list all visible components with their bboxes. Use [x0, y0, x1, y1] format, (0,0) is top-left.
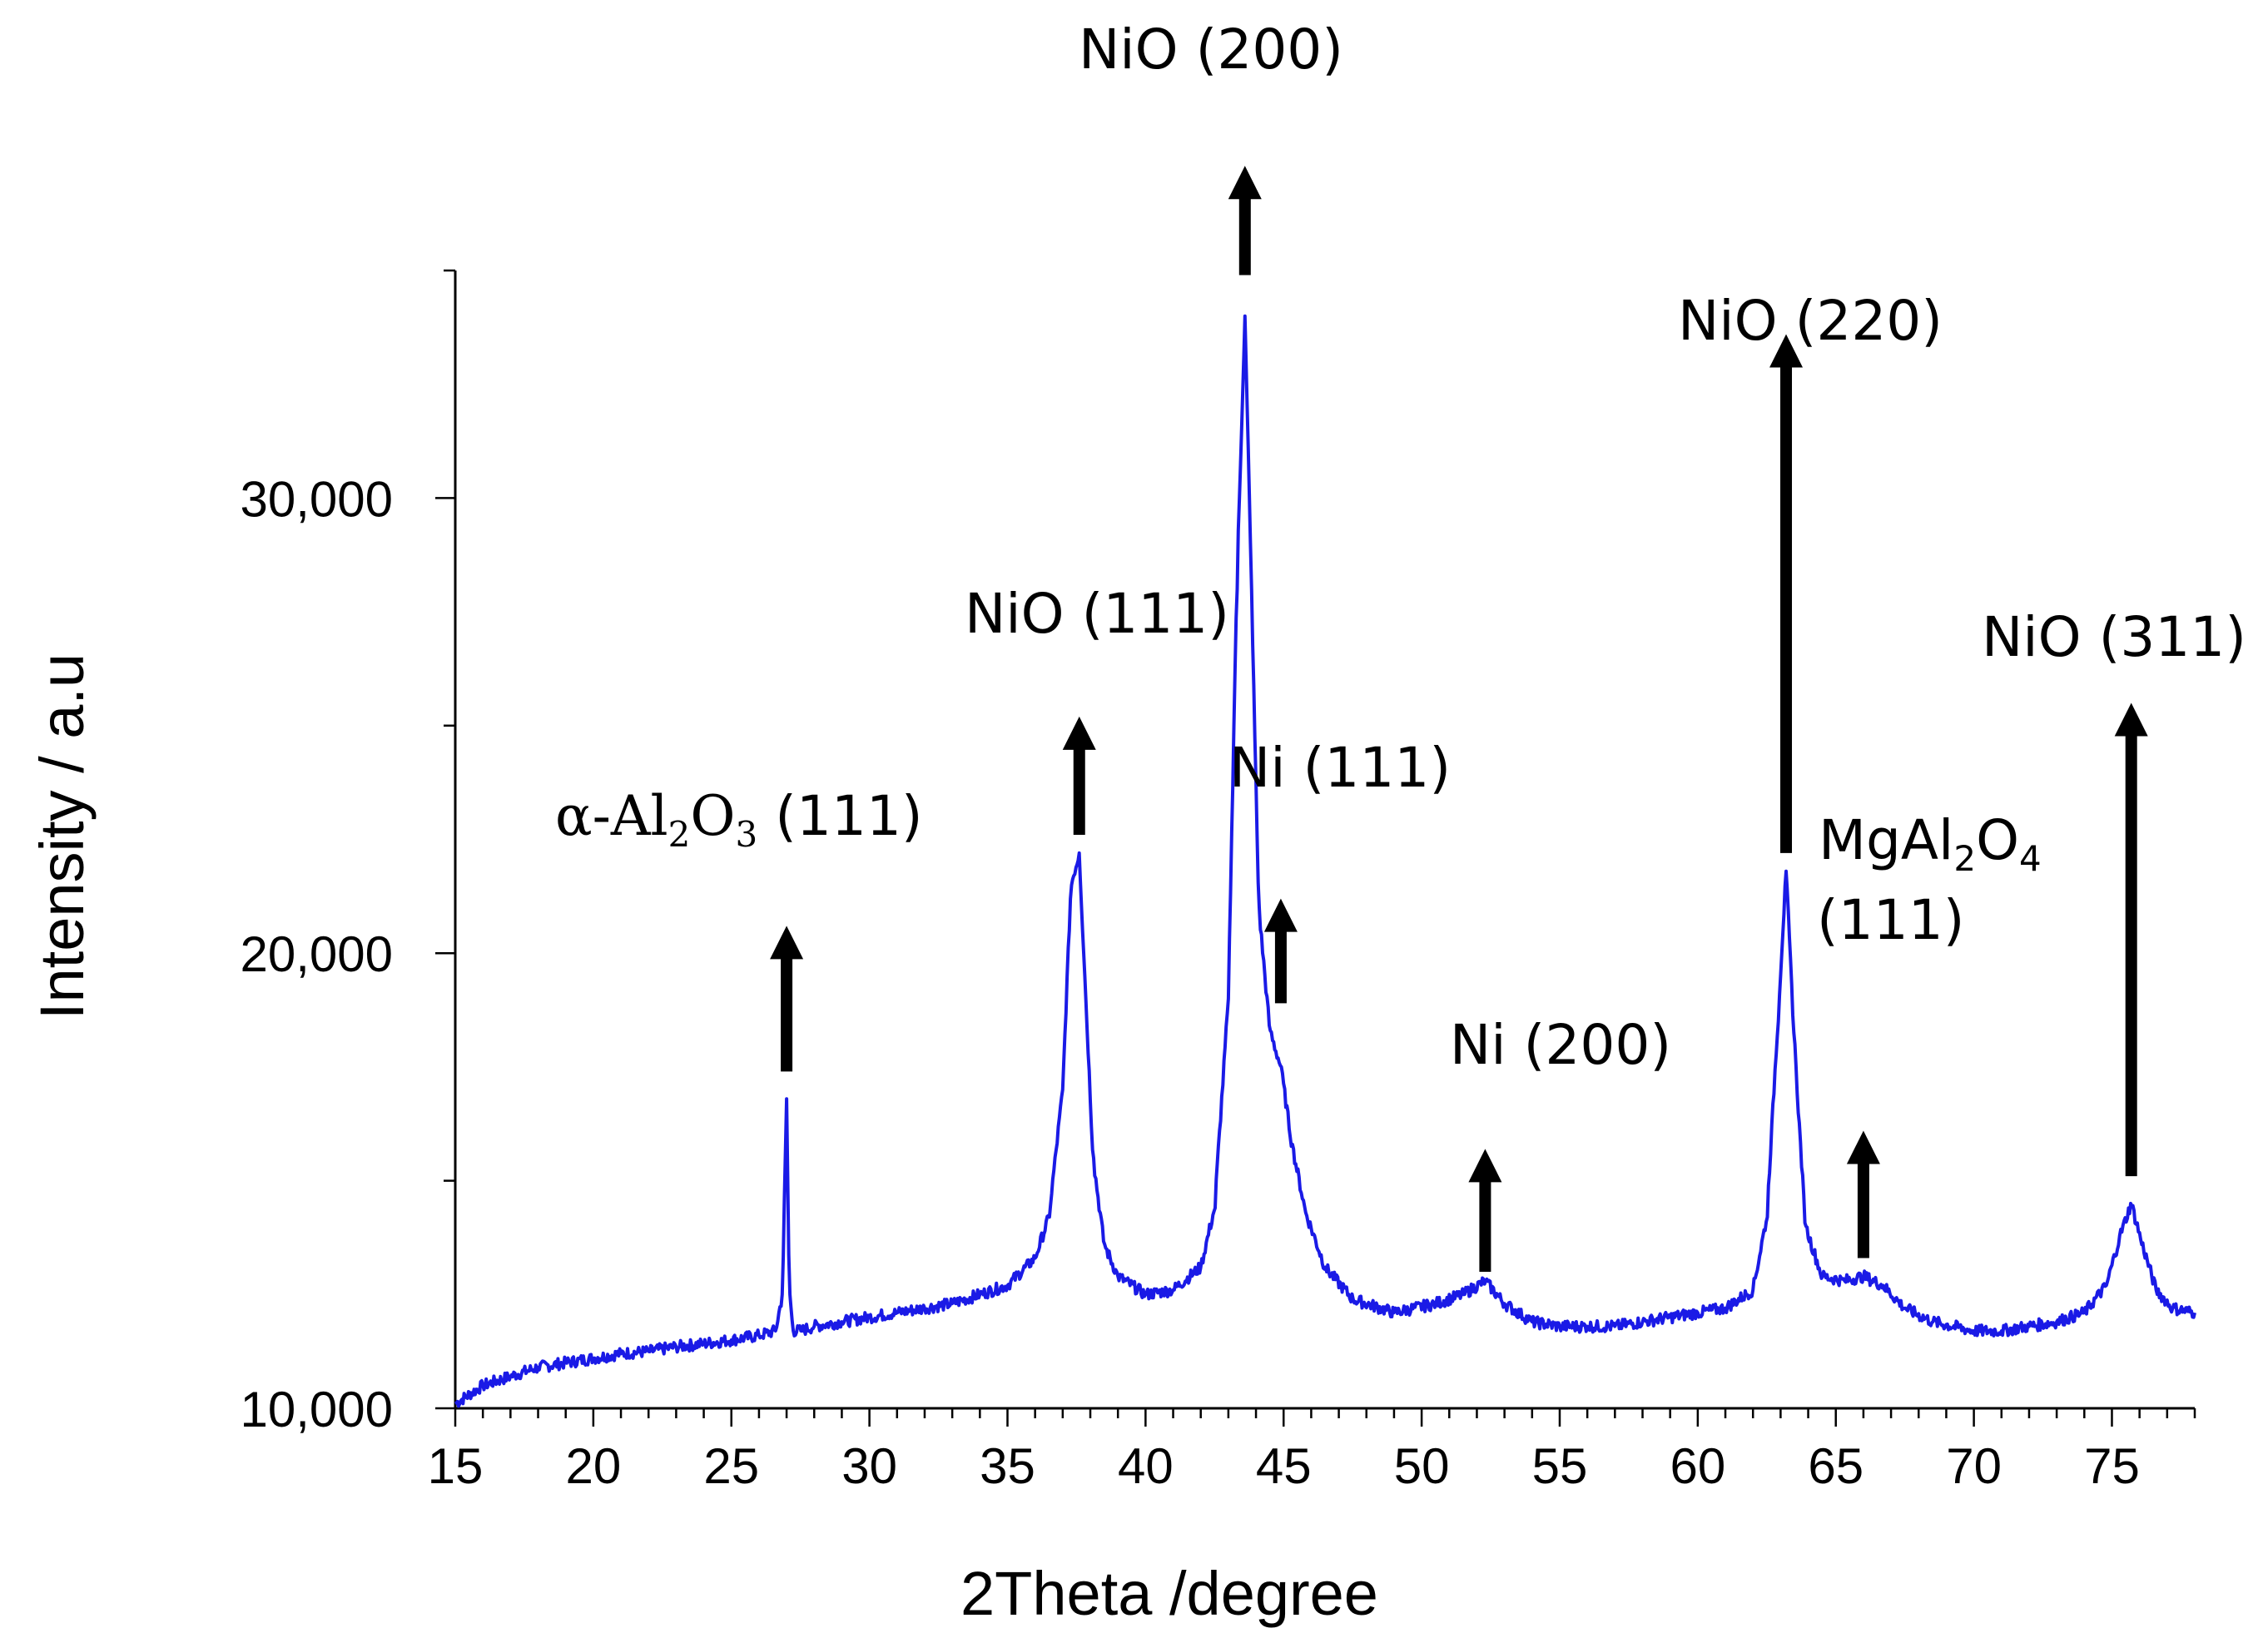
peak-arrow-head: [1847, 1130, 1880, 1164]
x-tick-label: 35: [980, 1438, 1035, 1494]
y-tick-label: 30,000: [240, 471, 393, 527]
peak-arrow-head: [1228, 166, 1262, 199]
x-tick-label: 75: [2084, 1438, 2140, 1494]
x-tick-label: 65: [1808, 1438, 1864, 1494]
x-tick-label: 60: [1670, 1438, 1725, 1494]
x-tick-label: 55: [1532, 1438, 1588, 1494]
x-tick-label: 20: [565, 1438, 621, 1494]
label-mgal2o4: MgAl2O4: [1819, 808, 2042, 879]
label-ni-200: Ni (200): [1450, 1013, 1671, 1077]
x-tick-label: 25: [703, 1438, 759, 1494]
y-tick-label: 20,000: [240, 926, 393, 982]
peak-arrow-head: [1468, 1149, 1501, 1182]
x-axis-title: 2Theta /degree: [960, 1559, 1378, 1628]
peak-arrow-head: [1264, 899, 1298, 932]
peak-arrow-head: [2115, 702, 2148, 736]
label-nio-311: NiO (311): [1982, 605, 2246, 669]
peak-arrow-head: [1063, 717, 1096, 750]
peak-arrow-head: [770, 926, 803, 959]
x-tick-label: 45: [1256, 1438, 1312, 1494]
label-nio-200: NiO (200): [1079, 17, 1343, 82]
label-mgal2o4-111: (111): [1817, 888, 1964, 952]
x-ticks: 15 20 25 30 35 40 45 50 55 60 65 70 75: [428, 1408, 2195, 1494]
label-nio-220: NiO (220): [1678, 289, 1943, 353]
x-tick-label: 15: [428, 1438, 484, 1494]
x-tick-label: 70: [1946, 1438, 2002, 1494]
label-nio-111: NiO (111): [965, 582, 1229, 646]
x-tick-label: 40: [1118, 1438, 1174, 1494]
label-alpha-al2o3-111: α-Al2O3 (111): [555, 784, 923, 855]
y-tick-label: 10,000: [240, 1382, 393, 1437]
x-tick-label: 50: [1394, 1438, 1450, 1494]
y-axis-title: Intensity / a.u: [27, 653, 97, 1020]
y-ticks: 10,000 20,000 30,000: [240, 271, 455, 1437]
x-tick-label: 30: [841, 1438, 897, 1494]
label-ni-111: Ni (111): [1229, 736, 1451, 800]
